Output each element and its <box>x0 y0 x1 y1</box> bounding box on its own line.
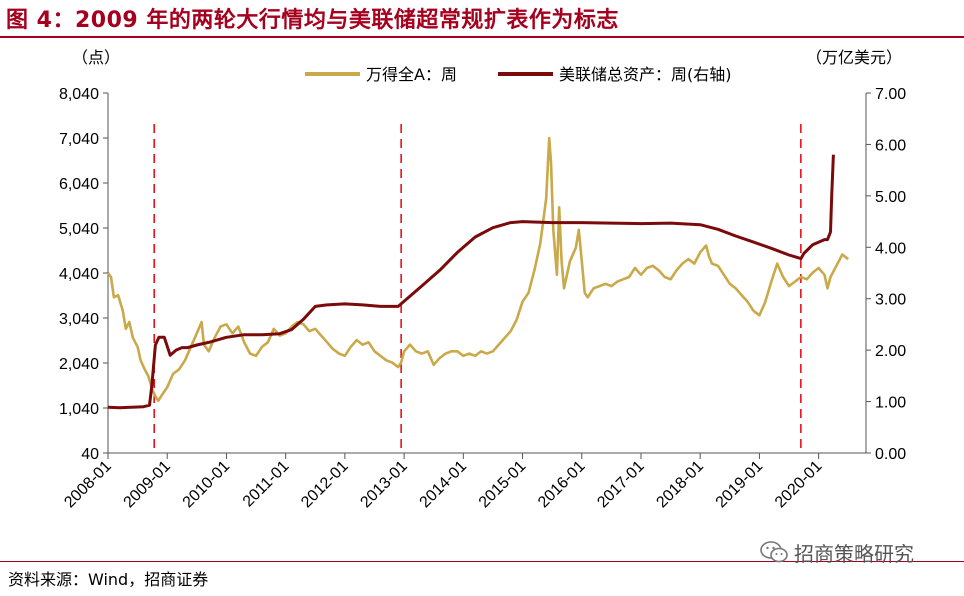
left-tick-label: 5,040 <box>59 221 99 238</box>
left-tick-label: 4,040 <box>59 266 99 283</box>
x-tick-label: 2019-01 <box>713 458 767 512</box>
x-tick-label: 2018-01 <box>653 458 707 512</box>
x-tick-label: 2012-01 <box>298 458 352 512</box>
x-tick-label: 2014-01 <box>417 458 471 512</box>
right-tick-label: 1.00 <box>875 395 906 412</box>
x-tick-label: 2011-01 <box>240 458 293 511</box>
right-tick-label: 6.00 <box>875 137 906 154</box>
right-tick-label: 2.00 <box>875 343 906 360</box>
x-tick-label: 2008-01 <box>61 458 115 512</box>
legend-label-b: 美联储总资产：周(右轴) <box>559 65 732 84</box>
series-line-fed-assets <box>107 154 835 410</box>
watermark: 招商策略研究 <box>760 538 914 566</box>
left-axis-unit: （点） <box>72 48 120 67</box>
left-tick-label: 8,040 <box>59 86 99 103</box>
right-tick-label: 0.00 <box>875 446 906 463</box>
left-tick-label: 2,040 <box>59 356 99 373</box>
left-tick-label: 40 <box>81 446 99 463</box>
left-tick-label: 3,040 <box>59 311 99 328</box>
x-tick-label: 2017-01 <box>594 458 648 512</box>
footer-rule <box>0 561 964 562</box>
right-tick-label: 5.00 <box>875 189 906 206</box>
right-tick-label: 7.00 <box>875 86 906 103</box>
title-rule <box>0 36 964 38</box>
series-line-wind-a <box>106 136 849 403</box>
x-tick-label: 2010-01 <box>180 458 234 512</box>
left-tick-label: 7,040 <box>59 131 99 148</box>
x-tick-label: 2016-01 <box>535 458 589 512</box>
x-tick-label: 2020-01 <box>772 458 826 512</box>
watermark-text: 招商策略研究 <box>794 541 914 566</box>
left-tick-label: 1,040 <box>59 401 99 418</box>
figure-title: 图 4：2009 年的两轮大行情均与美联储超常规扩表作为标志 <box>6 8 619 33</box>
x-tick-label: 2015-01 <box>476 458 530 512</box>
legend-label-a: 万得全A：周 <box>366 65 457 84</box>
source-note: 资料来源：Wind，招商证券 <box>8 570 209 589</box>
legend: 万得全A：周 美联储总资产：周(右轴) <box>305 65 732 84</box>
x-tick-label: 2009-01 <box>121 458 175 512</box>
right-tick-label: 4.00 <box>875 240 906 257</box>
x-tick-label: 2013-01 <box>357 458 411 512</box>
left-tick-label: 6,040 <box>59 176 99 193</box>
right-axis-unit: （万亿美元） <box>806 48 902 67</box>
right-tick-label: 3.00 <box>875 292 906 309</box>
wechat-icon <box>760 541 788 563</box>
